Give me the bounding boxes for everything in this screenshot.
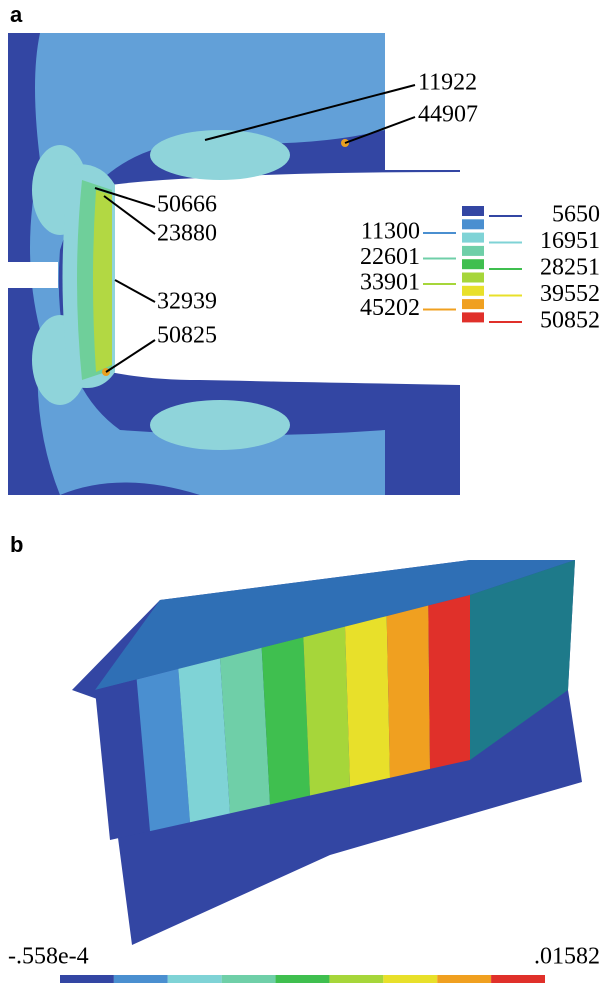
stripe [345,616,390,787]
annotation: 32939 [157,289,217,315]
legend-label: 22601 [360,244,420,270]
annotation: 11922 [418,70,477,96]
legend-swatch [462,286,484,296]
annotation: 44907 [418,102,478,128]
legend-swatch [462,246,484,256]
legend-swatch [462,206,484,216]
legend-swatch [462,233,484,243]
annotation: 50666 [157,192,217,218]
colorbar-segment [276,975,330,983]
colorbar-segment [114,975,168,983]
legend-label: 16951 [540,228,600,254]
colorbar-segment [60,975,114,983]
colorbar-segment [329,975,383,983]
colorbar-segment [222,975,276,983]
colorbar-segment [168,975,222,983]
legend-label: 5650 [552,202,600,228]
annotation: 23880 [157,221,217,247]
figure: a 11922 44907 50666 23880 32939 50825 11… [0,0,604,983]
colorbar-min: -.558e-4 [8,944,89,970]
legend-swatch [462,273,484,283]
legend-swatch [462,259,484,269]
legend-label: 45202 [360,295,420,321]
colorbar [60,975,545,983]
stripe [303,627,350,796]
page: {"panel_a": {"label": "a", "annotations"… [0,0,604,983]
colorbar-segment [437,975,491,983]
legend-swatch [462,312,484,322]
panel-label: b [10,532,23,557]
annotation: 50825 [157,323,217,349]
legend-label: 39552 [540,281,600,307]
legend-swatch [462,219,484,229]
legend-swatch [462,299,484,309]
colorbar-segment [383,975,437,983]
contour-plot-b [72,560,582,945]
panel-label: a [10,2,23,27]
legend-label: 33901 [360,270,420,296]
stripe [428,595,470,769]
colorbar-segment [491,975,545,983]
stripe [262,637,310,804]
legend-label: 11300 [361,219,420,245]
colorbar-max: .01582 [534,944,600,970]
legend-label: 50852 [540,308,600,334]
stripe [387,606,430,778]
legend-label: 28251 [540,255,600,281]
